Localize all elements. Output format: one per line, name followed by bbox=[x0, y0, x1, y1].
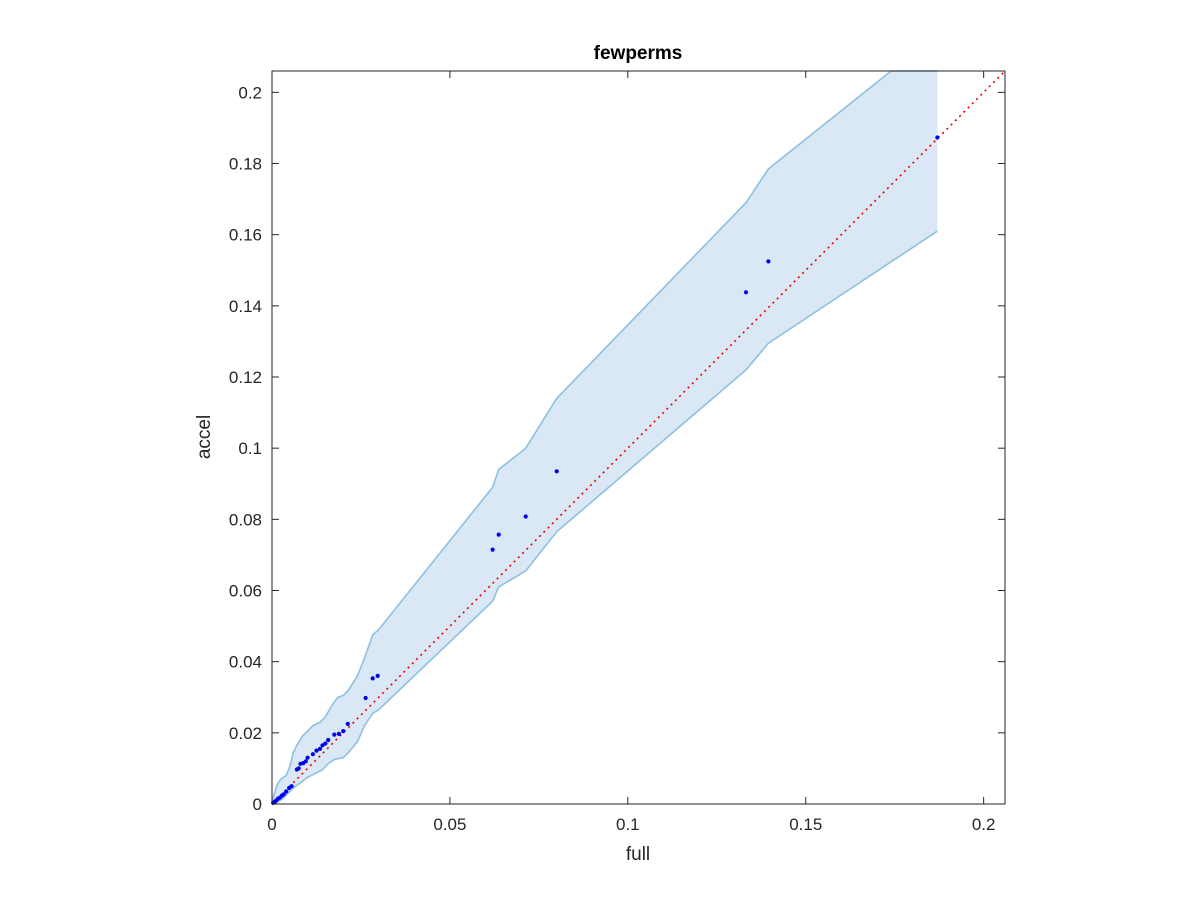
axes-layer bbox=[271, 70, 1006, 805]
data-point bbox=[336, 731, 341, 737]
y-tick-label: 0.14 bbox=[229, 297, 262, 316]
data-point bbox=[370, 676, 375, 681]
y-tick-label: 0.16 bbox=[229, 226, 262, 245]
data-point bbox=[554, 469, 559, 474]
data-point bbox=[281, 792, 286, 797]
band-upper-edge bbox=[271, 70, 938, 805]
y-tick-label: 0.12 bbox=[229, 368, 262, 387]
data-point bbox=[303, 759, 308, 764]
confidence-band-layer bbox=[271, 70, 938, 805]
data-point bbox=[496, 532, 501, 537]
data-point bbox=[490, 547, 495, 552]
data-point bbox=[935, 135, 940, 140]
y-tick-label: 0.02 bbox=[229, 724, 262, 743]
data-point bbox=[523, 514, 528, 519]
y-axis-label: accel bbox=[194, 415, 215, 459]
data-point bbox=[345, 721, 350, 727]
data-point bbox=[375, 673, 380, 679]
x-tick-label: 0.15 bbox=[789, 815, 822, 834]
data-point bbox=[305, 755, 310, 760]
x-axis-label: full bbox=[626, 844, 650, 865]
y-tick-label: 0.2 bbox=[238, 83, 262, 102]
data-point bbox=[363, 695, 368, 701]
x-tick-label: 0.1 bbox=[616, 815, 640, 834]
band-lower-edge bbox=[271, 230, 938, 805]
ticks-layer: 0 0.05 0.1 0.15 0.2 0 0.02 0.04 0.06 0.08 0.1 0.12 0… bbox=[229, 71, 1005, 834]
y-tick-label: 0.08 bbox=[229, 510, 262, 529]
y-tick-label: 0 bbox=[253, 795, 262, 814]
data-point bbox=[296, 766, 301, 771]
data-point bbox=[284, 789, 289, 794]
y-tick-label: 0.06 bbox=[229, 582, 262, 601]
x-tick-label: 0.05 bbox=[433, 815, 466, 834]
axes-box bbox=[271, 70, 1006, 805]
data-point bbox=[743, 290, 749, 295]
data-point bbox=[766, 259, 771, 264]
confidence-band bbox=[272, 71, 938, 804]
y-tick-label: 0.18 bbox=[229, 155, 262, 174]
y-tick-label: 0.1 bbox=[238, 439, 262, 458]
data-point bbox=[310, 752, 315, 757]
data-point bbox=[332, 732, 337, 737]
data-point bbox=[289, 784, 294, 789]
x-tick-label: 0.2 bbox=[972, 815, 996, 834]
chart-title: fewperms bbox=[594, 43, 683, 64]
data-point bbox=[317, 746, 323, 751]
data-point bbox=[314, 748, 319, 753]
data-point bbox=[323, 741, 328, 746]
data-point bbox=[341, 729, 346, 734]
data-points-layer bbox=[271, 135, 940, 806]
data-point bbox=[326, 737, 331, 743]
y-tick-label: 0.04 bbox=[229, 653, 262, 672]
x-tick-label: 0 bbox=[267, 815, 276, 834]
